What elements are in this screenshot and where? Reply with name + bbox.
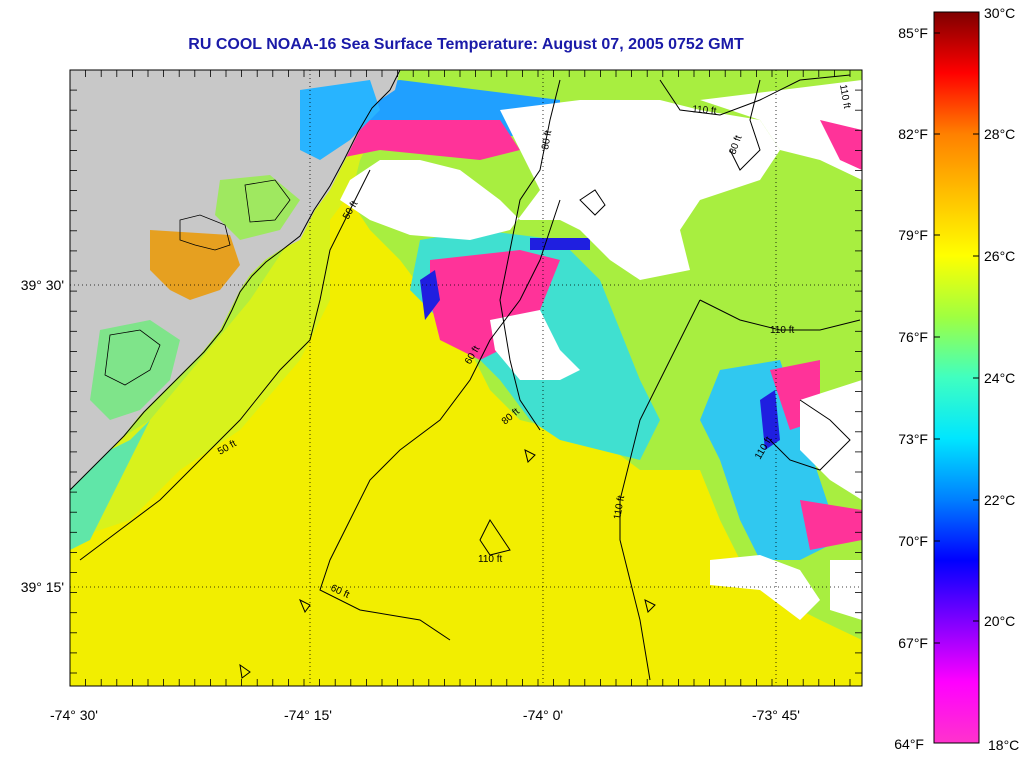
bay-marsh-water-2 <box>215 175 300 240</box>
colorbar-c-label: 22°C <box>984 492 1015 508</box>
contour-label: 80 ft <box>540 129 554 150</box>
colorbar-f-label: 73°F <box>898 431 928 447</box>
colorbar-c-label: 18°C <box>988 737 1019 753</box>
cold-core-patch <box>430 250 560 360</box>
cloud-mask-northeast <box>700 80 862 180</box>
contour-80ft-ne <box>729 79 761 171</box>
cold-patch-southeast <box>800 500 862 550</box>
cold-patch-north <box>330 120 520 160</box>
contour-110ft-eddy <box>769 399 851 471</box>
colorbar-c-label: 20°C <box>984 613 1015 629</box>
y-tick-label: 39° 30' <box>21 277 64 293</box>
bay-marsh-water <box>90 320 180 420</box>
x-tick-label: -74° 30' <box>50 707 98 723</box>
contour-50ft <box>79 169 371 561</box>
cold-patch-northeast <box>820 120 862 170</box>
cloud-mask-southeast <box>710 555 820 620</box>
bay-outline <box>179 214 231 251</box>
inlet-cool-water <box>300 80 380 160</box>
contour-80ft <box>499 79 561 431</box>
coastline <box>70 70 401 491</box>
colorbar-c-ticks <box>973 133 979 622</box>
cloud-mask-far-east <box>830 560 862 620</box>
contour-small-loop <box>579 189 606 216</box>
contour-label: 110 ft <box>478 554 502 565</box>
map-title: RU COOL NOAA-16 Sea Surface Temperature:… <box>188 36 744 53</box>
colorbar-f-label: 64°F <box>894 736 924 752</box>
colorbar-f-label: 70°F <box>898 533 928 549</box>
contour-60ft <box>319 199 561 641</box>
x-tick-label: -74° 0' <box>523 707 563 723</box>
x-tick-label: -74° 15' <box>284 707 332 723</box>
contour-label: 110 ft <box>692 104 717 117</box>
colorbar-c-label: 26°C <box>984 248 1015 264</box>
cold-edge-blue-3 <box>760 390 780 450</box>
sst-field: 50 ft 50 ft 60 ft 60 ft 80 ft 80 ft 80 f… <box>70 70 862 686</box>
marsh-outline <box>104 329 161 386</box>
contour-110ft-north <box>659 74 851 116</box>
contour-label: 110 ft <box>770 325 794 336</box>
contour-small-features <box>239 449 656 679</box>
contour-label: 110 ft <box>837 84 852 110</box>
colorbar-c-label: 28°C <box>984 126 1015 142</box>
cloud-mask-north <box>340 100 780 280</box>
cold-edge-blue-2 <box>530 238 590 250</box>
cloud-mask-central <box>490 310 580 380</box>
colorbar-c-label: 30°C <box>984 5 1015 21</box>
colorbar-f-label: 76°F <box>898 329 928 345</box>
contour-110ft-loop <box>479 519 511 556</box>
axis-ticks <box>69 69 862 686</box>
colorbar-f-label: 79°F <box>898 227 928 243</box>
x-tick-label: -73° 45' <box>752 707 800 723</box>
contour-110ft-south <box>619 299 701 681</box>
y-tick-label: 39° 15' <box>21 579 64 595</box>
map-frame <box>69 69 863 687</box>
cool-nearshore-patch <box>70 420 150 550</box>
colorbar-c-label: 24°C <box>984 370 1015 386</box>
contour-110ft-east <box>699 299 861 331</box>
bay-warm-water <box>150 230 240 300</box>
colorbar-f-ticks <box>934 32 940 644</box>
cold-edge-blue <box>420 270 440 320</box>
contour-label: 110 ft <box>612 494 627 520</box>
colorbar-ramp <box>933 11 980 744</box>
marsh-outline-2 <box>244 179 291 223</box>
sst-map: 50 ft 50 ft 60 ft 60 ft 80 ft 80 ft 80 f… <box>21 69 863 723</box>
colorbar-f-label: 67°F <box>898 635 928 651</box>
colorbar-f-label: 82°F <box>898 126 928 142</box>
colorbar-f-label: 85°F <box>898 25 928 41</box>
